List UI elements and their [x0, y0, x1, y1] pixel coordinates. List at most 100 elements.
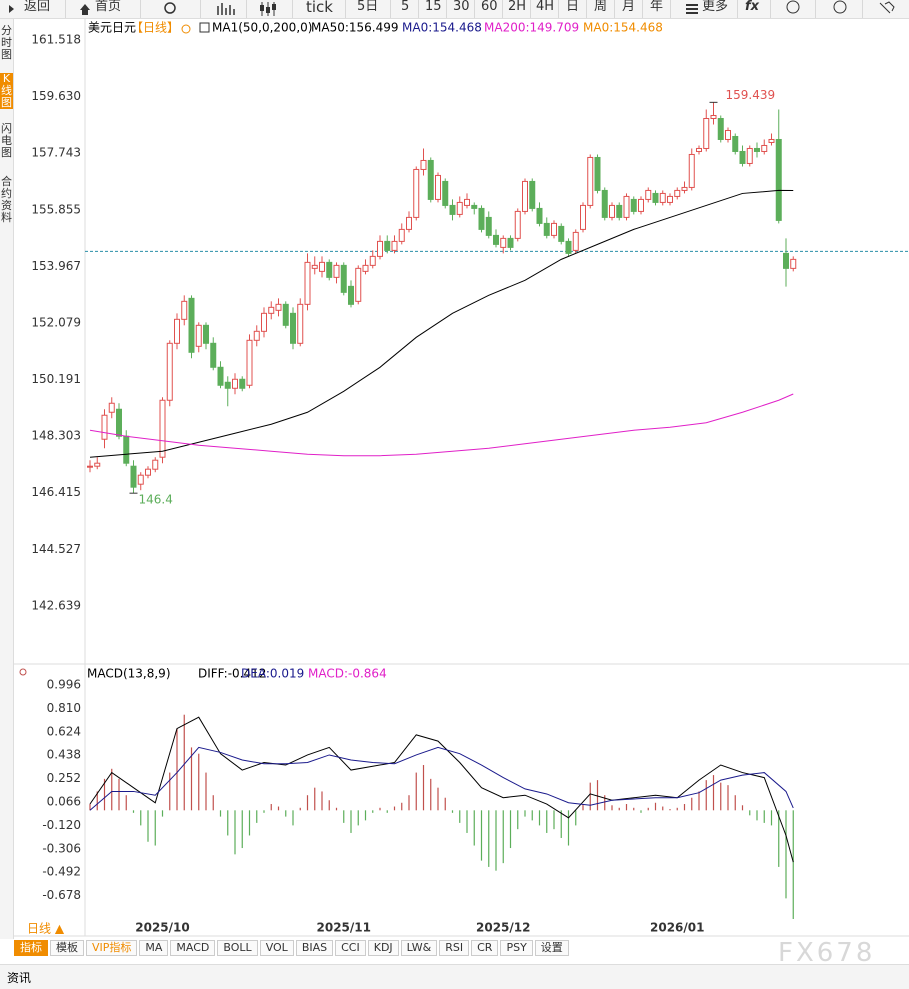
line	[89, 189, 794, 458]
tab[interactable]: KDJ	[367, 940, 399, 956]
candle-body	[464, 198, 470, 206]
period-button[interactable]: 30	[453, 0, 470, 14]
zoom-in-icon[interactable]	[833, 0, 847, 14]
candle-icon-body	[260, 5, 264, 11]
period-button[interactable]: tick	[306, 0, 333, 16]
period-selector[interactable]: 日线 ▲	[27, 922, 65, 936]
candle-body	[101, 414, 108, 440]
indicator-tabs: 指标 模板 VIP指标 MA MACD BOLL VOL BIAS CCI KD…	[14, 940, 571, 956]
tab[interactable]: CR	[471, 940, 499, 956]
candle-body	[514, 210, 521, 239]
candle-body	[522, 180, 528, 212]
tab[interactable]: 设置	[534, 940, 569, 956]
candle-body	[282, 303, 289, 326]
candle-body	[224, 381, 231, 389]
candle-body	[616, 204, 623, 218]
candle-body	[471, 204, 478, 209]
side-tab[interactable]: 闪电图	[1, 122, 12, 159]
candle-body	[152, 459, 159, 470]
period-button[interactable]: 2H	[508, 0, 527, 14]
legend-item: DIFF:-0.412	[198, 667, 266, 681]
candle-body	[565, 240, 572, 254]
tab[interactable]: BOLL	[217, 940, 258, 956]
legend-item: MA200:149.709	[484, 21, 579, 35]
news-tab[interactable]: 资讯	[7, 971, 32, 985]
candle-body	[783, 252, 789, 269]
candle-body	[732, 135, 739, 152]
nav-button[interactable]: 返回	[24, 0, 51, 14]
toolbar-icons	[9, 0, 895, 16]
tab[interactable]: 模板	[50, 940, 84, 956]
candle-body	[123, 435, 130, 464]
legend-item: MA0:154.468	[583, 21, 663, 35]
macd-icon	[19, 668, 27, 676]
period-button[interactable]: 日	[566, 0, 580, 14]
legend-item: DEA:0.019	[241, 667, 304, 681]
candle-body	[311, 264, 318, 269]
period-button[interactable]: 5日	[357, 0, 379, 14]
footer: 资讯	[0, 964, 909, 989]
period-button[interactable]: 5	[401, 0, 410, 14]
line	[89, 746, 794, 811]
macd-title: MACD(13,8,9)	[87, 667, 171, 681]
period-button[interactable]: 月	[622, 0, 636, 14]
candle-body	[246, 339, 253, 386]
candle-body	[195, 324, 202, 347]
y-tick-label: 157.743	[31, 146, 81, 160]
formula-button[interactable]: fx	[745, 0, 760, 14]
candle-body	[681, 186, 688, 191]
x-tick-label: 2025/10	[135, 921, 189, 935]
candle-body	[609, 204, 615, 218]
period-button[interactable]: 60	[481, 0, 498, 14]
y-tick-label: 148.303	[31, 429, 81, 443]
period: 【日线】	[131, 21, 179, 35]
refresh-icon[interactable]	[164, 2, 176, 14]
candle-body	[739, 150, 746, 164]
y-tick-label: -0.120	[42, 818, 81, 832]
watermark: FX678	[778, 938, 876, 968]
period-button[interactable]: 4H	[536, 0, 555, 14]
candle-body	[362, 264, 369, 272]
toolbar: 返回 首页 tick 5日 5 15 30 60 2H 4H 日 周 月 年 更…	[0, 0, 909, 19]
nav-button[interactable]: 首页	[95, 0, 122, 14]
side-tab[interactable]: 分时图	[1, 24, 12, 61]
y-tick-label: 142.639	[31, 598, 81, 612]
candle-body	[369, 255, 376, 266]
tab[interactable]: PSY	[500, 940, 533, 956]
candle-body	[203, 324, 209, 344]
candle-body	[333, 264, 340, 278]
candle-body	[355, 267, 362, 302]
x-tick-label: 2025/11	[317, 921, 371, 935]
menu-icon[interactable]	[686, 4, 698, 14]
candle-body	[232, 378, 238, 389]
candle-body	[391, 240, 398, 251]
pin-icon[interactable]	[879, 1, 895, 14]
more-button[interactable]: 更多	[702, 0, 729, 14]
tab[interactable]: 指标	[14, 940, 48, 956]
tab[interactable]: MACD	[170, 940, 216, 956]
tab[interactable]: CCI	[335, 940, 366, 956]
y-tick-label: 0.624	[47, 724, 81, 738]
period-button[interactable]: 周	[594, 0, 608, 14]
side-tab[interactable]: K线图	[0, 72, 13, 109]
y-tick-label: 0.996	[47, 678, 81, 692]
legend-item: MA0:154.468	[402, 21, 482, 35]
side-tab[interactable]: 合约资料	[1, 175, 12, 224]
tab[interactable]: MA	[139, 940, 169, 956]
settings-icon[interactable]	[181, 24, 191, 34]
period-button[interactable]: 15	[425, 0, 442, 14]
candle-body	[319, 261, 325, 272]
tab[interactable]: LW&	[400, 940, 438, 956]
zoom-out-icon[interactable]	[786, 0, 800, 14]
candle-body	[529, 180, 536, 209]
bar-icon[interactable]	[217, 3, 235, 15]
period-button[interactable]: 年	[650, 0, 664, 14]
tab[interactable]: VOL	[259, 940, 294, 956]
tab[interactable]: VIP指标	[86, 940, 138, 956]
candle-body	[478, 207, 485, 230]
tab[interactable]: RSI	[439, 940, 470, 956]
tab[interactable]: BIAS	[295, 940, 334, 956]
candle-body	[398, 228, 405, 242]
y-tick-label: 0.252	[47, 771, 81, 785]
